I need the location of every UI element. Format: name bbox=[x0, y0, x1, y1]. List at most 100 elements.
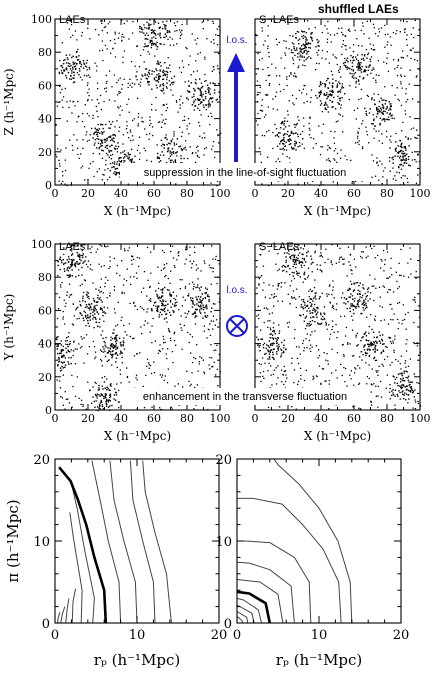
scatter-point bbox=[89, 162, 91, 165]
scatter-point bbox=[99, 94, 102, 97]
scatter-point bbox=[307, 267, 310, 269]
scatter-point bbox=[256, 80, 259, 82]
scatter-point bbox=[376, 162, 378, 164]
scatter-point bbox=[69, 340, 71, 343]
scatter-point bbox=[205, 305, 207, 308]
scatter-point bbox=[105, 164, 107, 166]
scatter-point bbox=[269, 333, 271, 336]
scatter-point bbox=[358, 298, 360, 301]
scatter-point bbox=[155, 68, 157, 70]
scatter-point bbox=[94, 406, 96, 408]
scatter-point bbox=[283, 339, 285, 341]
scatter-point bbox=[338, 69, 340, 72]
scatter-point bbox=[283, 383, 285, 386]
scatter-point bbox=[310, 57, 312, 59]
scatter-point bbox=[378, 365, 380, 367]
scatter-point bbox=[126, 155, 128, 157]
scatter-point bbox=[262, 44, 265, 46]
scatter-point bbox=[307, 43, 309, 45]
scatter-point bbox=[120, 319, 122, 322]
scatter-point bbox=[265, 94, 267, 96]
scatter-point bbox=[404, 386, 406, 388]
scatter-point bbox=[72, 77, 74, 79]
scatter-point bbox=[121, 36, 123, 38]
scatter-point bbox=[158, 349, 161, 352]
scatter-point bbox=[166, 87, 168, 89]
scatter-point bbox=[394, 175, 396, 177]
scatter-point bbox=[295, 346, 298, 348]
scatter-point bbox=[349, 253, 352, 255]
scatter-point bbox=[399, 157, 401, 159]
scatter-point bbox=[174, 385, 176, 387]
scatter-point bbox=[200, 92, 202, 95]
scatter-point bbox=[81, 266, 83, 269]
scatter-point bbox=[364, 307, 367, 310]
scatter-point bbox=[55, 338, 57, 340]
scatter-point bbox=[65, 351, 68, 354]
scatter-point bbox=[139, 31, 141, 33]
scatter-point bbox=[288, 48, 290, 50]
scatter-point bbox=[211, 366, 213, 368]
scatter-point bbox=[277, 300, 279, 302]
scatter-point bbox=[345, 367, 347, 370]
scatter-point bbox=[177, 111, 179, 113]
scatter-point bbox=[402, 57, 405, 59]
scatter-point bbox=[120, 19, 123, 21]
scatter-point bbox=[325, 79, 328, 82]
scatter-point bbox=[321, 49, 324, 52]
scatter-point bbox=[71, 260, 74, 263]
scatter-point bbox=[195, 296, 197, 298]
scatter-point bbox=[360, 255, 362, 258]
scatter-point bbox=[152, 317, 154, 320]
scatter-point bbox=[400, 159, 402, 162]
scatter-point bbox=[59, 92, 62, 94]
scatter-point bbox=[337, 101, 339, 104]
scatter-point bbox=[164, 24, 166, 26]
scatter-point bbox=[195, 269, 197, 271]
scatter-point bbox=[346, 159, 348, 161]
scatter-point bbox=[288, 125, 290, 127]
scatter-point bbox=[166, 74, 168, 76]
scatter-point bbox=[108, 127, 110, 129]
scatter-point bbox=[143, 147, 145, 149]
scatter-point bbox=[387, 323, 390, 325]
x-tick-label: 10 bbox=[311, 628, 328, 643]
scatter-point bbox=[107, 307, 109, 309]
scatter-point bbox=[273, 20, 276, 22]
scatter-point bbox=[102, 346, 104, 348]
scatter-point bbox=[210, 97, 212, 99]
scatter-point bbox=[405, 136, 407, 138]
scatter-point bbox=[87, 314, 89, 316]
scatter-point bbox=[279, 132, 281, 134]
scatter-point bbox=[355, 118, 357, 120]
scatter-point bbox=[375, 74, 377, 76]
scatter-point bbox=[286, 110, 289, 112]
scatter-point bbox=[146, 21, 148, 23]
scatter-point bbox=[353, 384, 355, 386]
scatter-point bbox=[217, 385, 219, 387]
scatter-point bbox=[267, 349, 269, 351]
scatter-point bbox=[159, 69, 161, 71]
scatter-point bbox=[77, 48, 79, 51]
scatter-point bbox=[73, 315, 75, 317]
scatter-point bbox=[354, 72, 357, 74]
scatter-point bbox=[350, 159, 352, 161]
scatter-point bbox=[79, 61, 81, 63]
scatter-point bbox=[64, 366, 66, 368]
scatter-point bbox=[197, 53, 199, 55]
scatter-point bbox=[150, 42, 153, 45]
scatter-point bbox=[362, 57, 364, 60]
scatter-point bbox=[364, 54, 366, 56]
scatter-point bbox=[386, 106, 388, 108]
scatter-point bbox=[404, 31, 406, 33]
scatter-point bbox=[94, 381, 96, 383]
scatter-point bbox=[72, 55, 74, 58]
scatter-point bbox=[93, 306, 95, 308]
scatter-point bbox=[154, 42, 156, 45]
scatter-point bbox=[96, 137, 98, 140]
scatter-point bbox=[99, 308, 102, 310]
scatter-point bbox=[317, 311, 319, 313]
scatter-point bbox=[108, 295, 111, 297]
scatter-point bbox=[192, 152, 194, 154]
scatter-point bbox=[311, 271, 313, 273]
